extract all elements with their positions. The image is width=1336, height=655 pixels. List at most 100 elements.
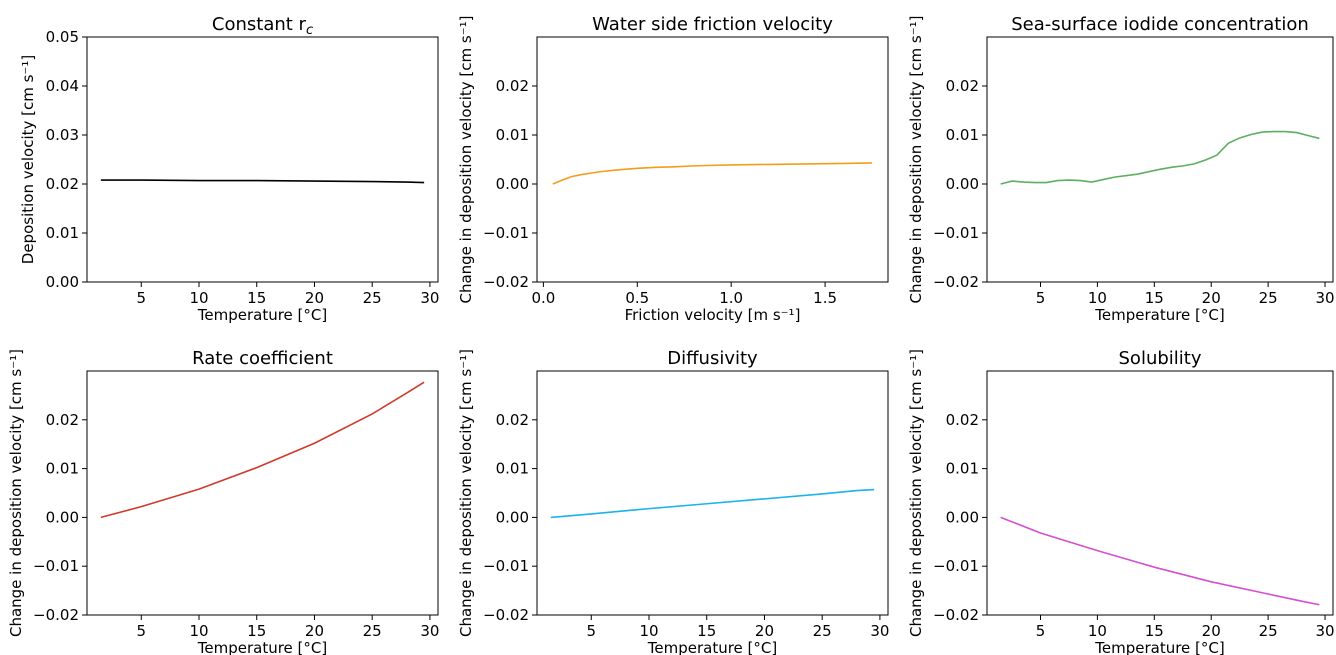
y-tick-label: −0.01: [933, 224, 979, 242]
x-axis-label: Friction velocity [m s⁻¹]: [625, 306, 801, 324]
x-tick-label: 15: [247, 289, 266, 307]
x-tick-label: 30: [1315, 622, 1334, 640]
y-axis-label: Deposition velocity [cm s⁻¹]: [19, 55, 37, 264]
y-tick-label: 0.00: [46, 273, 79, 291]
x-tick-label: 5: [136, 622, 146, 640]
subplot-title-subscript: c: [306, 23, 313, 38]
subplot-3: 5 10 15 20 25 30 −0.02 −0.01 0.00 0.01 0.02 Sea-sur…: [907, 14, 1335, 324]
subplot-title: Constant rc: [212, 14, 313, 38]
x-axis-label: Temperature [°C]: [1094, 306, 1224, 324]
x-axis-label: Temperature [°C]: [1094, 639, 1224, 655]
subplot-6: 5 10 15 20 25 30 −0.02 −0.01 0.00 0.01 0.02 Solubil…: [907, 348, 1335, 655]
series-line: [100, 381, 425, 519]
x-tick-label: 10: [639, 622, 658, 640]
y-tick-label: −0.02: [933, 606, 979, 624]
subplot-1: 5 10 15 20 25 30 0.00 0.01 0.02 0.03 0.04 0.05 Const…: [19, 14, 439, 324]
subplot-title: Rate coefficient: [192, 348, 333, 369]
subplot-5: 5 10 15 20 25 30 −0.02 −0.01 0.00 0.01 0.02 Diffusi…: [457, 348, 889, 655]
y-tick-label: 0.00: [46, 508, 79, 526]
x-tick-label: 15: [1145, 289, 1164, 307]
y-tick-label: 0.00: [946, 508, 979, 526]
x-tick-label: 30: [1315, 289, 1334, 307]
x-axis-label: Temperature [°C]: [197, 306, 327, 324]
y-tick-label: 0.01: [46, 460, 79, 478]
y-tick-label: 0.00: [946, 175, 979, 193]
subplot-title: Diffusivity: [667, 348, 758, 369]
x-tick-label: 0.0: [531, 289, 555, 307]
y-tick-label: −0.01: [483, 224, 529, 242]
y-tick-label: 0.05: [46, 28, 79, 46]
y-tick-label: 0.02: [496, 411, 529, 429]
y-tick-label: 0.02: [946, 77, 979, 95]
x-tick-label: 5: [586, 622, 596, 640]
series-line: [552, 162, 873, 185]
x-tick-label: 15: [247, 622, 266, 640]
y-axis-label: Change in deposition velocity [cm s⁻¹]: [457, 349, 475, 637]
y-tick-label: 0.01: [946, 126, 979, 144]
subplot-title-text: Diffusivity: [667, 348, 758, 369]
subplot-title-text: Rate coefficient: [192, 348, 333, 369]
subplot-title-text: Sea-surface iodide concentration: [1011, 14, 1309, 35]
axes-frame: [986, 36, 1334, 283]
x-axis-label: Temperature [°C]: [647, 639, 777, 655]
y-axis-label: Change in deposition velocity [cm s⁻¹]: [907, 349, 925, 637]
axes-frame: [86, 36, 439, 283]
x-tick-label: 25: [363, 289, 382, 307]
y-tick-label: 0.01: [946, 460, 979, 478]
subplot-title: Solubility: [1119, 348, 1202, 369]
y-tick-label: 0.02: [46, 175, 79, 193]
y-tick-label: 0.02: [946, 411, 979, 429]
y-tick-label: −0.02: [483, 606, 529, 624]
subplot-title: Sea-surface iodide concentration: [1011, 14, 1309, 35]
series-line: [1000, 130, 1320, 185]
x-tick-label: 20: [305, 289, 324, 307]
y-tick-label: −0.01: [933, 557, 979, 575]
x-tick-label: 15: [1145, 622, 1164, 640]
subplot-title: Water side friction velocity: [592, 14, 833, 35]
x-tick-label: 30: [420, 289, 439, 307]
subplot-2: 0.0 0.5 1.0 1.5 −0.02 −0.01 0.00 0.01 0.02 Water …: [457, 14, 889, 324]
y-tick-label: 0.00: [496, 508, 529, 526]
subplot-4: 5 10 15 20 25 30 −0.02 −0.01 0.00 0.01 0.02 Rate co…: [7, 348, 439, 655]
y-tick-label: −0.02: [33, 606, 79, 624]
x-tick-label: 15: [697, 622, 716, 640]
x-tick-label: 5: [1036, 622, 1046, 640]
x-tick-label: 20: [1202, 289, 1221, 307]
axes-frame: [986, 370, 1334, 616]
y-tick-label: 0.04: [46, 77, 79, 95]
y-tick-label: −0.01: [33, 557, 79, 575]
x-tick-label: 20: [1202, 622, 1221, 640]
y-tick-label: 0.01: [46, 224, 79, 242]
y-tick-label: 0.02: [496, 77, 529, 95]
x-tick-label: 30: [420, 622, 439, 640]
x-tick-label: 10: [189, 289, 208, 307]
x-tick-label: 10: [1088, 289, 1107, 307]
x-tick-label: 25: [813, 622, 832, 640]
series-line: [100, 179, 425, 184]
y-axis-label: Change in deposition velocity [cm s⁻¹]: [457, 15, 475, 303]
y-tick-label: 0.02: [46, 411, 79, 429]
x-tick-label: 30: [870, 622, 889, 640]
y-tick-label: 0.01: [496, 460, 529, 478]
x-tick-label: 1.5: [813, 289, 837, 307]
x-tick-label: 10: [1088, 622, 1107, 640]
x-tick-label: 25: [1259, 622, 1278, 640]
x-tick-label: 20: [305, 622, 324, 640]
y-tick-label: 0.00: [496, 175, 529, 193]
axes-frame: [86, 370, 439, 616]
axes-frame: [536, 36, 889, 283]
y-tick-label: 0.03: [46, 126, 79, 144]
series-line: [550, 488, 875, 519]
x-axis-label: Temperature [°C]: [197, 639, 327, 655]
y-axis-label: Change in deposition velocity [cm s⁻¹]: [7, 349, 25, 637]
axes-frame: [536, 370, 889, 616]
x-tick-label: 5: [1036, 289, 1046, 307]
y-tick-label: −0.02: [933, 273, 979, 291]
y-axis-label: Change in deposition velocity [cm s⁻¹]: [907, 15, 925, 303]
subplot-title-text: Constant r: [212, 14, 307, 35]
subplot-title-text: Solubility: [1119, 348, 1202, 369]
y-tick-label: −0.02: [483, 273, 529, 291]
x-tick-label: 1.0: [719, 289, 743, 307]
x-tick-label: 10: [189, 622, 208, 640]
